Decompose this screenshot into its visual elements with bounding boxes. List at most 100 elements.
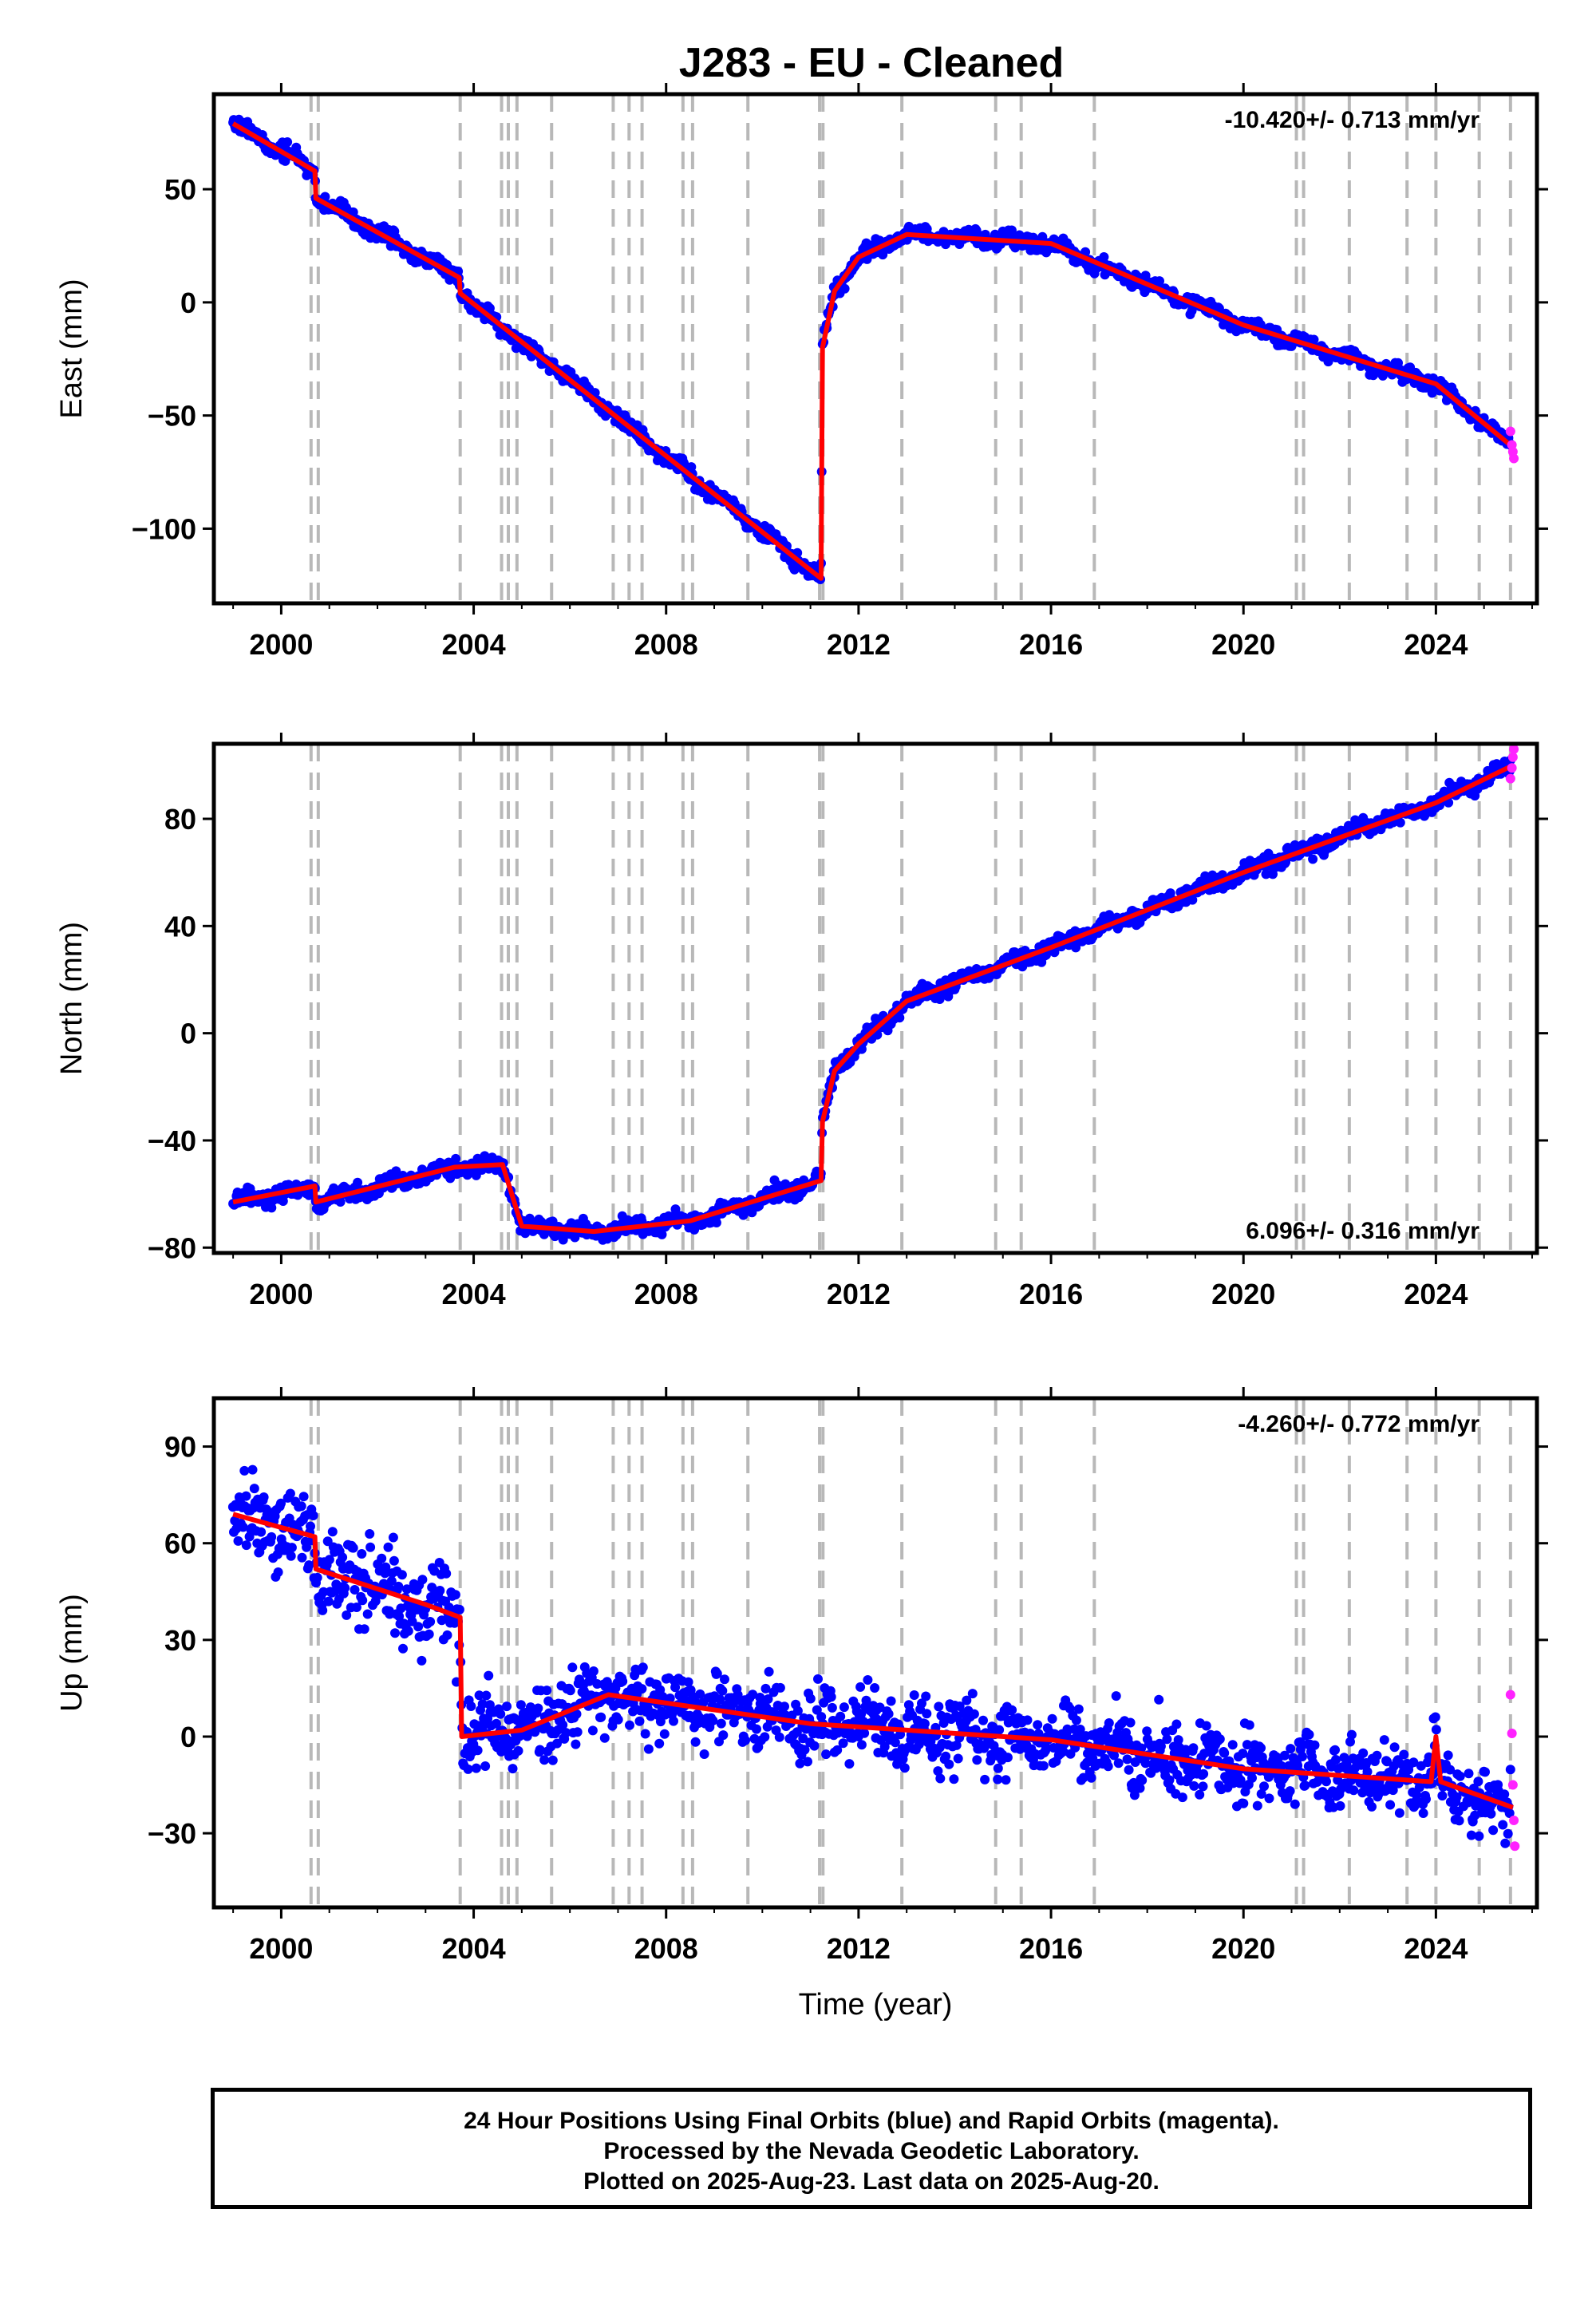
rapid-orbit-point [1507, 1780, 1518, 1790]
final-orbit-point [302, 1542, 312, 1552]
final-orbit-point [413, 1622, 424, 1632]
y-tick-label: −80 [148, 1231, 196, 1264]
final-orbit-point [844, 1759, 855, 1769]
final-orbit-point [1431, 1725, 1441, 1735]
final-orbit-point [1135, 1783, 1145, 1793]
final-orbit-point [741, 1735, 750, 1745]
final-orbit-point [1498, 1820, 1508, 1830]
final-orbit-point [1125, 1717, 1136, 1728]
final-orbit-point [967, 1689, 978, 1699]
x-tick-label: 2012 [827, 628, 891, 661]
x-tick-label: 2004 [442, 628, 506, 661]
final-orbit-point [561, 1728, 571, 1738]
final-orbit-point [821, 1749, 832, 1760]
x-tick-label: 2016 [1019, 1932, 1083, 1965]
final-orbit-point [359, 1624, 369, 1634]
final-orbit-point [890, 1737, 900, 1748]
model-fit-line [232, 1512, 1514, 1810]
final-orbit-point [763, 1694, 773, 1704]
final-orbit-point [1103, 1761, 1113, 1772]
final-orbit-point [716, 1718, 726, 1729]
final-orbit-point [1086, 1773, 1096, 1783]
final-orbit-point [792, 1705, 803, 1716]
final-orbit-point [919, 1718, 930, 1729]
plot-frame [211, 92, 1539, 606]
event-lines [309, 1398, 1512, 1907]
final-orbit-point [1345, 1737, 1355, 1747]
x-tick-label: 2016 [1019, 1278, 1083, 1310]
final-orbit-point [350, 1585, 360, 1595]
final-orbit-point [338, 1552, 348, 1563]
final-orbit-point [1394, 1808, 1404, 1818]
x-tick-label: 2024 [1404, 628, 1468, 661]
final-orbit-point [951, 1740, 962, 1750]
final-orbit-point [442, 1630, 452, 1640]
final-orbit-point [1486, 1808, 1496, 1819]
final-orbit-points [228, 755, 1515, 1245]
final-orbit-point [1466, 1830, 1476, 1840]
final-orbit-point [886, 1696, 896, 1706]
final-orbit-point [1503, 1828, 1513, 1839]
final-orbit-point [1177, 1792, 1187, 1803]
final-orbit-point [306, 1521, 315, 1531]
final-orbit-point [296, 1501, 306, 1512]
y-tick-label: −50 [148, 400, 196, 433]
final-orbit-point [441, 1568, 452, 1579]
final-orbit-point [717, 1686, 728, 1696]
final-orbit-point [720, 1674, 729, 1685]
final-orbit-point [348, 1543, 358, 1553]
final-orbit-point [1154, 1694, 1164, 1705]
final-orbit-point [1073, 1704, 1084, 1714]
final-orbit-point [357, 1549, 367, 1559]
final-orbit-point [760, 1683, 771, 1694]
final-orbit-point [542, 1686, 552, 1696]
final-orbit-point [1124, 1765, 1134, 1775]
final-orbit-point [1099, 252, 1109, 262]
final-orbit-point [247, 1464, 258, 1475]
rapid-orbit-point [1509, 1815, 1519, 1825]
rapid-orbit-point [1509, 744, 1519, 754]
final-orbit-point [1285, 1786, 1295, 1796]
final-orbit-point [838, 1738, 848, 1749]
final-orbit-point [1279, 1750, 1290, 1761]
y-tick-label: 60 [164, 1528, 196, 1560]
final-orbit-point [285, 1488, 295, 1499]
final-orbit-point [1113, 1758, 1124, 1769]
final-orbit-point [1062, 1724, 1073, 1734]
final-orbit-point [472, 1745, 483, 1756]
final-orbit-point [1455, 1771, 1465, 1781]
final-orbit-point [690, 1737, 701, 1747]
final-orbit-point [365, 1529, 375, 1539]
final-orbit-point [899, 1763, 910, 1773]
final-orbit-point [571, 1739, 581, 1749]
final-orbit-point [324, 1555, 334, 1565]
final-orbit-point [1408, 1757, 1419, 1768]
final-orbit-point [922, 1709, 932, 1719]
y-tick-label: 0 [180, 1018, 196, 1050]
footer-line-1: 24 Hour Positions Using Final Orbits (bl… [464, 2108, 1279, 2134]
final-orbit-point [1049, 947, 1060, 958]
final-orbit-point [921, 1691, 931, 1701]
final-orbit-point [502, 1701, 512, 1712]
final-orbit-point [1080, 247, 1091, 257]
final-orbit-point [390, 1628, 400, 1638]
final-orbit-point [613, 1714, 623, 1725]
final-orbit-point [572, 1727, 583, 1737]
final-orbit-point [383, 1542, 393, 1552]
y-tick-label: 90 [164, 1431, 196, 1464]
final-orbit-point [1038, 1761, 1049, 1771]
final-orbit-point [398, 1643, 408, 1654]
final-orbit-point [1002, 1753, 1013, 1763]
final-orbit-point [803, 1757, 812, 1767]
final-orbit-point [1219, 1748, 1230, 1758]
final-orbit-point [450, 1590, 460, 1600]
x-tick-label: 2016 [1019, 628, 1083, 661]
final-orbit-point [496, 1709, 506, 1719]
final-orbit-point [1244, 1720, 1254, 1730]
final-orbit-point [1235, 1775, 1246, 1785]
final-orbit-point [286, 1551, 296, 1561]
final-orbit-point [993, 1763, 1003, 1773]
final-orbit-point [471, 1763, 481, 1773]
final-orbit-point [708, 1716, 718, 1725]
